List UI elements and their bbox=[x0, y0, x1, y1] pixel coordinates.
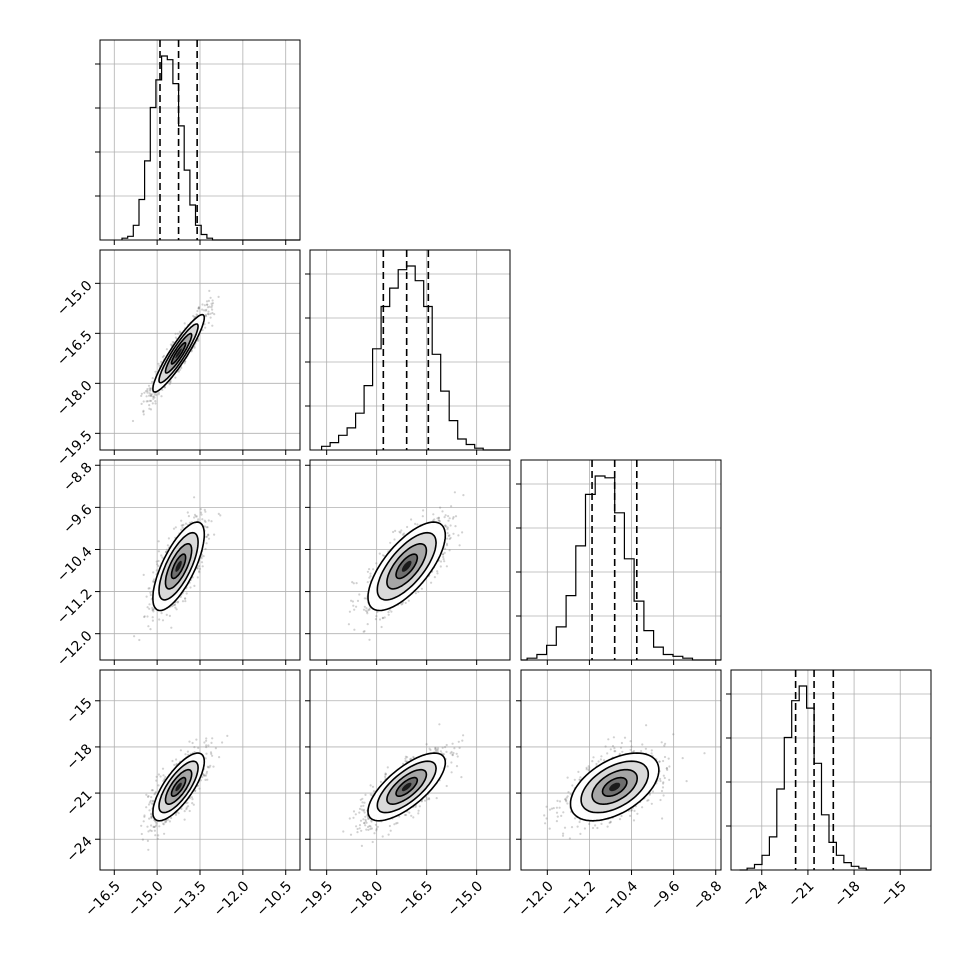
panel-2-0 bbox=[95, 459, 301, 665]
panel-3-1 bbox=[305, 669, 511, 875]
panel-frame-2-2 bbox=[520, 459, 722, 661]
panel-0-0 bbox=[95, 39, 301, 245]
panels bbox=[95, 39, 932, 875]
panel-3-0 bbox=[95, 669, 301, 875]
contour-2-1-4 bbox=[401, 560, 412, 572]
panel-frame-2-1 bbox=[309, 459, 511, 661]
contour-1-0-4 bbox=[175, 348, 182, 359]
panel-2-1 bbox=[305, 459, 511, 665]
panel-frame-3-3 bbox=[730, 669, 932, 871]
panel-1-1 bbox=[305, 249, 511, 455]
panel-frame-3-1 bbox=[309, 669, 511, 871]
panel-2-2 bbox=[516, 459, 722, 665]
panel-1-0 bbox=[95, 249, 301, 455]
panel-3-2 bbox=[516, 669, 722, 875]
panel-frame-1-1 bbox=[309, 249, 511, 451]
panel-3-3 bbox=[726, 669, 932, 875]
contour-2-0-4 bbox=[175, 560, 182, 572]
contour-3-2-4 bbox=[609, 782, 621, 792]
contour-3-1-4 bbox=[401, 782, 412, 792]
panel-frame-0-0 bbox=[99, 39, 301, 241]
panel-frame-3-2 bbox=[520, 669, 722, 871]
contour-3-0-4 bbox=[175, 782, 182, 792]
panel-frame-3-0 bbox=[99, 669, 301, 871]
histogram-0 bbox=[121, 55, 300, 241]
panel-frame-2-0 bbox=[99, 459, 301, 661]
panel-frame-1-0 bbox=[99, 249, 301, 451]
